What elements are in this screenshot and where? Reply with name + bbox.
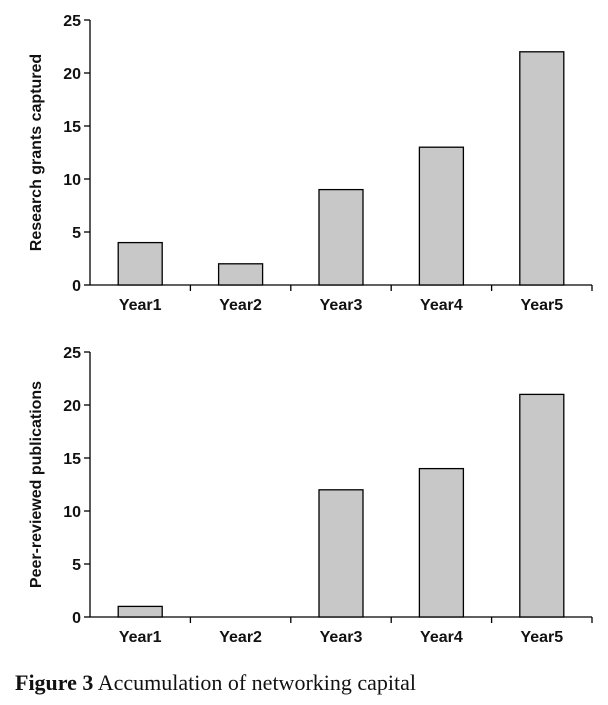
pubs-bar-year3 (318, 489, 364, 618)
y-tick-label: 20 (63, 66, 81, 83)
grants-bar-year3 (318, 188, 364, 286)
grants-bar-year5 (519, 51, 565, 286)
y-tick-label: 15 (63, 119, 81, 136)
research-grants-chart: 0 5 10 15 20 25 Year1 Year2 Year3 Year4 Year5 Resea… (28, 13, 593, 314)
figure-caption-text: Accumulation of networking capital (97, 670, 417, 695)
x-category-label: Year5 (520, 629, 563, 646)
x-category-label: Year2 (219, 297, 262, 314)
pubs-bar-year1 (117, 605, 163, 618)
pubs-bar-year5 (519, 393, 565, 618)
grants-bar-year2 (217, 263, 264, 286)
y-tick-label: 15 (63, 451, 81, 468)
y-tick-label: 10 (63, 172, 81, 189)
x-category-label: Year4 (420, 297, 463, 314)
y-tick-label: 5 (72, 225, 81, 242)
figure-caption: Figure 3 Accumulation of networking capi… (15, 670, 416, 696)
figure-label: Figure 3 (15, 670, 94, 695)
y-tick-label: 25 (63, 13, 81, 30)
x-category-label: Year4 (420, 629, 463, 646)
x-category-label: Year3 (320, 629, 363, 646)
y-tick-label: 10 (63, 504, 81, 521)
y-axis-title: Research grants captured (28, 54, 45, 251)
grants-bar-year4 (418, 146, 465, 286)
x-category-label: Year1 (119, 629, 162, 646)
y-tick-label: 25 (63, 345, 81, 362)
x-category-label: Year5 (520, 297, 563, 314)
grants-bar-year1 (117, 241, 163, 286)
x-category-label: Year1 (119, 297, 162, 314)
y-tick-label: 20 (63, 398, 81, 415)
y-axis-title: Peer-reviewed publications (28, 381, 45, 588)
figure: 0 5 10 15 20 25 Year1 Year2 Year3 Year4 Year5 Resea… (28, 13, 593, 646)
publications-chart: 0 5 10 15 20 25 Year1 Year2 Year3 Year4 Year5 Peer-… (28, 345, 593, 646)
x-category-label: Year2 (219, 629, 262, 646)
y-tick-label: 5 (72, 557, 81, 574)
y-tick-label: 0 (72, 278, 81, 295)
pubs-bar-year4 (418, 467, 465, 618)
y-tick-label: 0 (72, 610, 81, 627)
x-category-label: Year3 (320, 297, 363, 314)
